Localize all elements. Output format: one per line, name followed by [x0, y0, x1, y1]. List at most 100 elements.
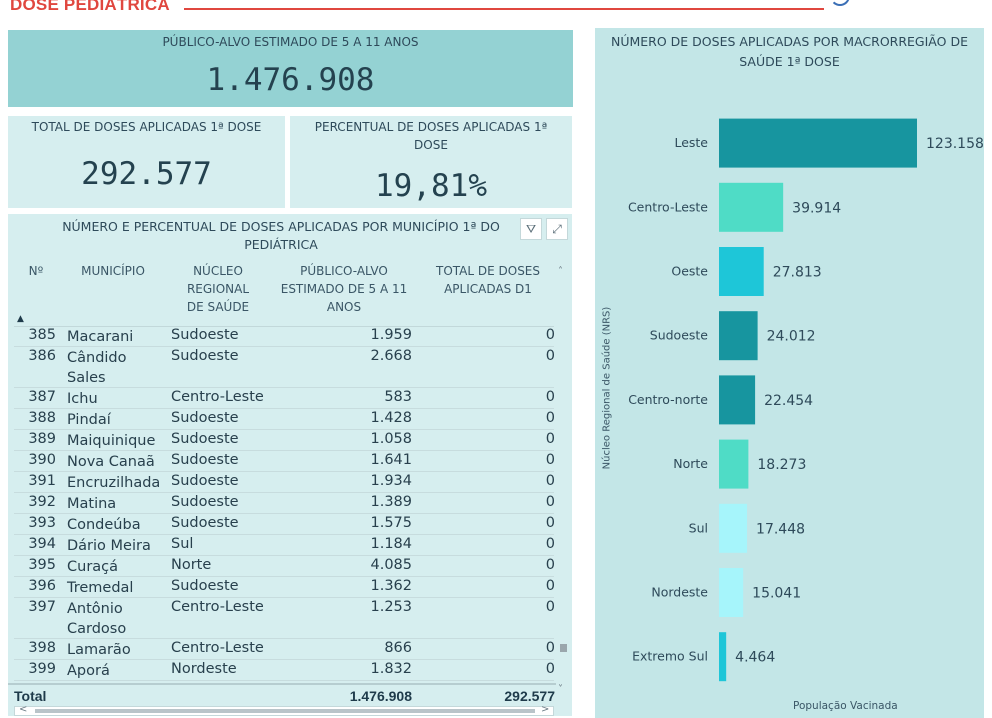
category-label: Oeste [671, 264, 708, 279]
cell-number: 386 [28, 348, 56, 364]
cell-municipio: Macarani [67, 329, 134, 345]
scroll-down-icon[interactable]: ˅ [558, 684, 563, 695]
cell-publico-alvo: 1.253 [370, 599, 412, 615]
focus-mode-icon[interactable]: ⤢ [546, 218, 568, 240]
kpi-total-value: 292.577 [81, 156, 212, 192]
table-row[interactable]: 398 Lamarão Centro-Leste 866 0 [8, 639, 556, 660]
cell-nrs: Centro-Leste [171, 389, 264, 405]
vertical-scroll-thumb[interactable] [560, 644, 567, 652]
category-label: Nordeste [651, 585, 708, 600]
row-divider [14, 597, 554, 598]
row-divider [14, 387, 554, 388]
cell-total-doses: 0 [545, 473, 555, 489]
table-row[interactable]: 385 Macarani Sudoeste 1.959 0 [8, 326, 556, 347]
value-label: 22.454 [764, 393, 813, 409]
cell-nrs: Norte [171, 557, 212, 573]
table-row[interactable]: 395 Curaçá Norte 4.085 0 [8, 556, 556, 577]
table-row[interactable]: 388 Pindaí Sudoeste 1.428 0 [8, 409, 556, 430]
scroll-left-icon[interactable]: < [19, 704, 28, 715]
cell-publico-alvo: 1.641 [370, 452, 412, 468]
scroll-up-icon[interactable]: ˄ [558, 266, 563, 277]
bar-oeste[interactable] [719, 247, 764, 296]
cell-municipio: Encruzilhada [67, 475, 161, 491]
cell-number: 393 [28, 515, 56, 531]
table-body: 385 Macarani Sudoeste 1.959 0 386 Cândido Sale… [8, 326, 556, 681]
sort-ascending-icon[interactable]: ▲ [17, 314, 24, 324]
category-label: Centro-norte [628, 392, 708, 407]
category-label: Sudoeste [650, 328, 709, 343]
bar-sul[interactable] [719, 503, 748, 553]
cell-total-doses: 0 [545, 327, 555, 343]
cell-total-doses: 0 [545, 410, 555, 426]
cell-number: 389 [28, 431, 56, 447]
category-label: Sul [689, 520, 708, 535]
page-title: DOSE PEDIÁTRICA [10, 0, 170, 14]
cell-municipio: Tremedal [67, 580, 134, 596]
cell-nrs: Sudoeste [171, 452, 239, 468]
value-label: 24.012 [767, 329, 816, 345]
column-header-nrs[interactable]: NÚCLEO REGIONAL DE SAÚDE [186, 264, 250, 314]
bar-nordeste[interactable] [719, 568, 744, 617]
table-row[interactable]: 389 Maiquinique Sudoeste 1.058 0 [8, 430, 556, 451]
cell-publico-alvo: 1.389 [370, 494, 412, 510]
column-header-publico-alvo[interactable]: PÚBLICO-ALVO ESTIMADO DE 5 A 11 ANOS [280, 264, 408, 314]
table-row[interactable]: 392 Matina Sudoeste 1.389 0 [8, 493, 556, 514]
cell-publico-alvo: 4.085 [370, 557, 412, 573]
cell-number: 392 [28, 494, 56, 510]
cell-total-doses: 0 [545, 515, 555, 531]
table-row[interactable]: 394 Dário Meira Sul 1.184 0 [8, 535, 556, 556]
row-divider [14, 450, 554, 451]
scroll-right-icon[interactable]: > [541, 704, 550, 715]
bar-centro-norte[interactable] [719, 375, 756, 425]
table-row[interactable]: 387 Ichu Centro-Leste 583 0 [8, 388, 556, 409]
cell-total-doses: 0 [545, 452, 555, 468]
bar-centro-leste[interactable] [719, 182, 784, 232]
cell-number: 394 [28, 536, 56, 552]
bar-extremo-sul[interactable] [719, 632, 727, 682]
horizontal-scroll-thumb[interactable] [35, 709, 535, 713]
column-header-number[interactable]: Nº [28, 264, 44, 278]
kpi-target-value: 1.476.908 [206, 62, 375, 98]
column-header-municipio[interactable]: MUNICÍPIO [81, 264, 145, 278]
cell-number: 387 [28, 389, 56, 405]
cell-number: 390 [28, 452, 56, 468]
cell-nrs: Centro-Leste [171, 599, 264, 615]
column-header-total-doses[interactable]: TOTAL DE DOSES APLICADAS D1 [435, 264, 541, 296]
table-row[interactable]: 391 Encruzilhada Sudoeste 1.934 0 [8, 472, 556, 493]
table-row[interactable]: 386 Cândido Sales Sudoeste 2.668 0 [8, 347, 556, 388]
cell-publico-alvo: 2.668 [370, 348, 412, 364]
cell-total-doses: 0 [545, 557, 555, 573]
table-row[interactable]: 397 Antônio Cardoso Centro-Leste 1.253 0 [8, 598, 556, 639]
bar-sudoeste[interactable] [719, 311, 758, 361]
vertical-scrollbar[interactable]: ˄ ˅ [556, 262, 570, 702]
table-row[interactable]: 390 Nova Canaã Sudoeste 1.641 0 [8, 451, 556, 472]
row-divider [14, 408, 554, 409]
row-divider [14, 680, 554, 681]
row-divider [14, 659, 554, 660]
row-divider [14, 492, 554, 493]
table-row[interactable]: 393 Condeúba Sudoeste 1.575 0 [8, 514, 556, 535]
header-divider-line [14, 326, 554, 327]
cell-number: 397 [28, 599, 56, 615]
logo-icon [830, 0, 850, 6]
bar-leste[interactable] [719, 118, 917, 168]
kpi-total-label: TOTAL DE DOSES APLICADAS 1ª DOSE [31, 120, 262, 134]
cell-municipio: Lamarão [67, 642, 131, 658]
cell-publico-alvo: 1.184 [370, 536, 412, 552]
region-doses-chart: NÚMERO DE DOSES APLICADAS POR MACRORREGI… [595, 28, 984, 718]
table-row[interactable]: 399 Aporá Nordeste 1.832 0 [8, 660, 556, 681]
horizontal-scrollbar[interactable]: < > [14, 704, 554, 716]
row-divider [14, 513, 554, 514]
category-label: Leste [674, 135, 708, 150]
cell-municipio: Maiquinique [67, 433, 156, 449]
cell-nrs: Sul [171, 536, 194, 552]
filter-icon[interactable]: ⛛ [520, 218, 542, 240]
value-label: 39.914 [792, 200, 841, 216]
row-divider [14, 346, 554, 347]
cell-total-doses: 0 [545, 431, 555, 447]
cell-publico-alvo: 1.428 [370, 410, 412, 426]
table-row[interactable]: 396 Tremedal Sudoeste 1.362 0 [8, 577, 556, 598]
bar-norte[interactable] [719, 439, 749, 489]
cell-nrs: Centro-Leste [171, 640, 264, 656]
row-divider [14, 471, 554, 472]
